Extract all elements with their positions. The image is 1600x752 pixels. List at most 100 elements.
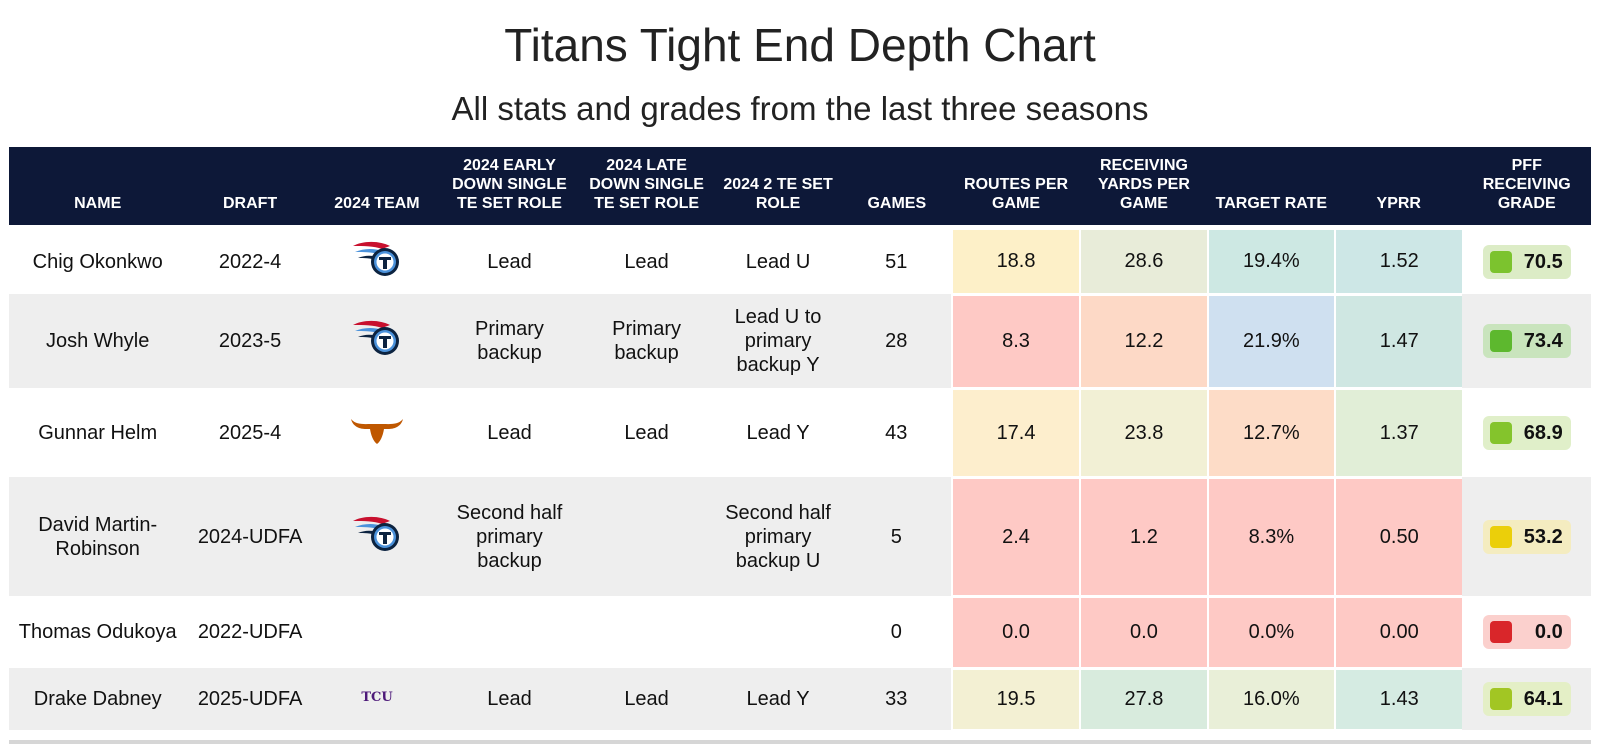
grade-value: 73.4 bbox=[1523, 330, 1563, 352]
yards-cell: 27.8 bbox=[1079, 668, 1208, 732]
column-header[interactable]: 2024 LATE DOWN SINGLE TE SET ROLE bbox=[578, 147, 715, 227]
yards-cell: 1.2 bbox=[1079, 477, 1208, 598]
target-rate-cell: 12.7% bbox=[1206, 388, 1336, 479]
team-logo-cell bbox=[313, 388, 441, 477]
target-rate-cell: 19.4% bbox=[1206, 224, 1336, 296]
column-header[interactable]: RECEIVING YARDS PER GAME bbox=[1080, 147, 1208, 227]
pff-grade-cell: 64.1 bbox=[1462, 668, 1591, 730]
games-cell: 28 bbox=[841, 294, 952, 388]
late-down-role-cell bbox=[578, 596, 715, 668]
table-row: David Martin-Robinson 2024-UDFA Second hal… bbox=[9, 477, 1591, 598]
longhorn-logo-icon bbox=[350, 418, 404, 450]
early-down-role-cell: Second half primary backup bbox=[440, 477, 579, 596]
two-te-role-cell: Lead U bbox=[714, 224, 842, 294]
target-rate-cell: 21.9% bbox=[1206, 294, 1336, 390]
grade-value: 68.9 bbox=[1523, 421, 1563, 444]
early-down-role-cell bbox=[440, 596, 579, 668]
titans-logo-icon bbox=[352, 320, 402, 362]
team-logo-cell bbox=[313, 224, 441, 294]
two-te-role-cell: Lead Y bbox=[714, 388, 842, 477]
routes-cell: 19.5 bbox=[950, 668, 1081, 732]
games-cell: 51 bbox=[841, 224, 952, 294]
grade-badge: 70.5 bbox=[1482, 244, 1571, 279]
routes-cell: 18.8 bbox=[950, 224, 1081, 296]
yprr-cell: 1.47 bbox=[1334, 294, 1463, 390]
late-down-role-cell: Lead bbox=[578, 668, 715, 730]
player-name-cell: Drake Dabney bbox=[9, 668, 187, 730]
draft-cell: 2024-UDFA bbox=[186, 477, 314, 596]
grade-value: 70.5 bbox=[1523, 250, 1563, 273]
target-rate-cell: 8.3% bbox=[1206, 477, 1336, 598]
grade-value: 64.1 bbox=[1523, 688, 1563, 710]
draft-cell: 2022-UDFA bbox=[186, 596, 314, 668]
yprr-cell: 0.00 bbox=[1334, 596, 1463, 670]
pff-grade-cell: 73.4 bbox=[1462, 294, 1591, 388]
team-logo-cell bbox=[313, 294, 441, 388]
team-logo-cell: TCU bbox=[313, 668, 441, 730]
yprr-cell: 1.43 bbox=[1334, 668, 1463, 732]
draft-cell: 2025-UDFA bbox=[186, 668, 314, 730]
games-cell: 0 bbox=[841, 596, 952, 668]
column-header[interactable]: 2024 2 TE SET ROLE bbox=[714, 147, 842, 227]
grade-badge: 64.1 bbox=[1482, 682, 1571, 716]
pff-grade-cell: 68.9 bbox=[1462, 388, 1591, 477]
late-down-role-cell: Lead bbox=[578, 388, 715, 477]
early-down-role-cell: Lead bbox=[440, 224, 579, 294]
grade-badge: 68.9 bbox=[1482, 415, 1571, 450]
grade-swatch bbox=[1489, 525, 1512, 548]
yprr-cell: 1.37 bbox=[1334, 388, 1463, 479]
table-row: Chig Okonkwo 2022-4 Lead Lead Lead U 51 18.8 28… bbox=[9, 224, 1591, 296]
player-name-cell: David Martin-Robinson bbox=[9, 477, 187, 596]
early-down-role-cell: Primary backup bbox=[440, 294, 579, 388]
svg-text:TCU: TCU bbox=[361, 690, 393, 705]
two-te-role-cell bbox=[714, 596, 842, 668]
pff-grade-cell: 70.5 bbox=[1462, 224, 1591, 294]
routes-cell: 0.0 bbox=[950, 596, 1081, 670]
pff-grade-cell: 0.0 bbox=[1462, 596, 1591, 668]
grade-swatch bbox=[1489, 688, 1512, 710]
tcu-logo-icon: TCU bbox=[360, 688, 394, 710]
table-row: Josh Whyle 2023-5 Primary backup Primary ba… bbox=[9, 294, 1591, 390]
pff-grade-cell: 53.2 bbox=[1462, 477, 1591, 596]
team-logo-cell bbox=[313, 596, 441, 668]
column-header[interactable]: 2024 TEAM bbox=[313, 147, 441, 227]
chart-title: Titans Tight End Depth Chart bbox=[504, 19, 1096, 71]
table-row: Thomas Odukoya 2022-UDFA 0 0.0 0.0 0.0% 0.00 0.… bbox=[9, 596, 1591, 670]
column-header[interactable]: 2024 EARLY DOWN SINGLE TE SET ROLE bbox=[440, 147, 579, 227]
column-header[interactable]: PFF RECEIVING GRADE bbox=[1462, 147, 1591, 227]
titans-logo-icon bbox=[352, 516, 402, 558]
routes-cell: 17.4 bbox=[950, 388, 1081, 479]
grade-badge: 53.2 bbox=[1482, 519, 1571, 554]
yards-cell: 12.2 bbox=[1079, 294, 1208, 390]
table-bottom-border bbox=[9, 740, 1591, 744]
column-header[interactable]: GAMES bbox=[841, 147, 952, 227]
grade-value: 53.2 bbox=[1523, 525, 1563, 548]
player-name-cell: Chig Okonkwo bbox=[9, 224, 187, 294]
two-te-role-cell: Lead Y bbox=[714, 668, 842, 730]
yards-cell: 23.8 bbox=[1079, 388, 1208, 479]
late-down-role-cell: Lead bbox=[578, 224, 715, 294]
grade-badge: 0.0 bbox=[1482, 615, 1571, 649]
games-cell: 43 bbox=[841, 388, 952, 477]
target-rate-cell: 0.0% bbox=[1206, 596, 1336, 670]
column-header[interactable]: NAME bbox=[9, 147, 187, 227]
column-header[interactable]: TARGET RATE bbox=[1207, 147, 1336, 227]
yprr-cell: 0.50 bbox=[1334, 477, 1463, 598]
column-header[interactable]: DRAFT bbox=[186, 147, 314, 227]
column-header[interactable]: YPRR bbox=[1335, 147, 1463, 227]
grade-swatch bbox=[1489, 421, 1512, 444]
two-te-role-cell: Lead U to primary backup Y bbox=[714, 294, 842, 388]
yards-cell: 28.6 bbox=[1079, 224, 1208, 296]
early-down-role-cell: Lead bbox=[440, 668, 579, 730]
routes-cell: 8.3 bbox=[950, 294, 1081, 390]
target-rate-cell: 16.0% bbox=[1206, 668, 1336, 732]
yards-cell: 0.0 bbox=[1079, 596, 1208, 670]
depth-chart-table: NAME DRAFT 2024 TEAM 2024 EARLY DOWN SIN… bbox=[9, 147, 1591, 732]
chart-subtitle: All stats and grades from the last three… bbox=[451, 90, 1149, 127]
routes-cell: 2.4 bbox=[950, 477, 1081, 598]
header-row: NAME DRAFT 2024 TEAM 2024 EARLY DOWN SIN… bbox=[9, 147, 1591, 227]
grade-swatch bbox=[1489, 621, 1512, 643]
column-header[interactable]: ROUTES PER GAME bbox=[951, 147, 1081, 227]
draft-cell: 2025-4 bbox=[186, 388, 314, 477]
draft-cell: 2023-5 bbox=[186, 294, 314, 388]
